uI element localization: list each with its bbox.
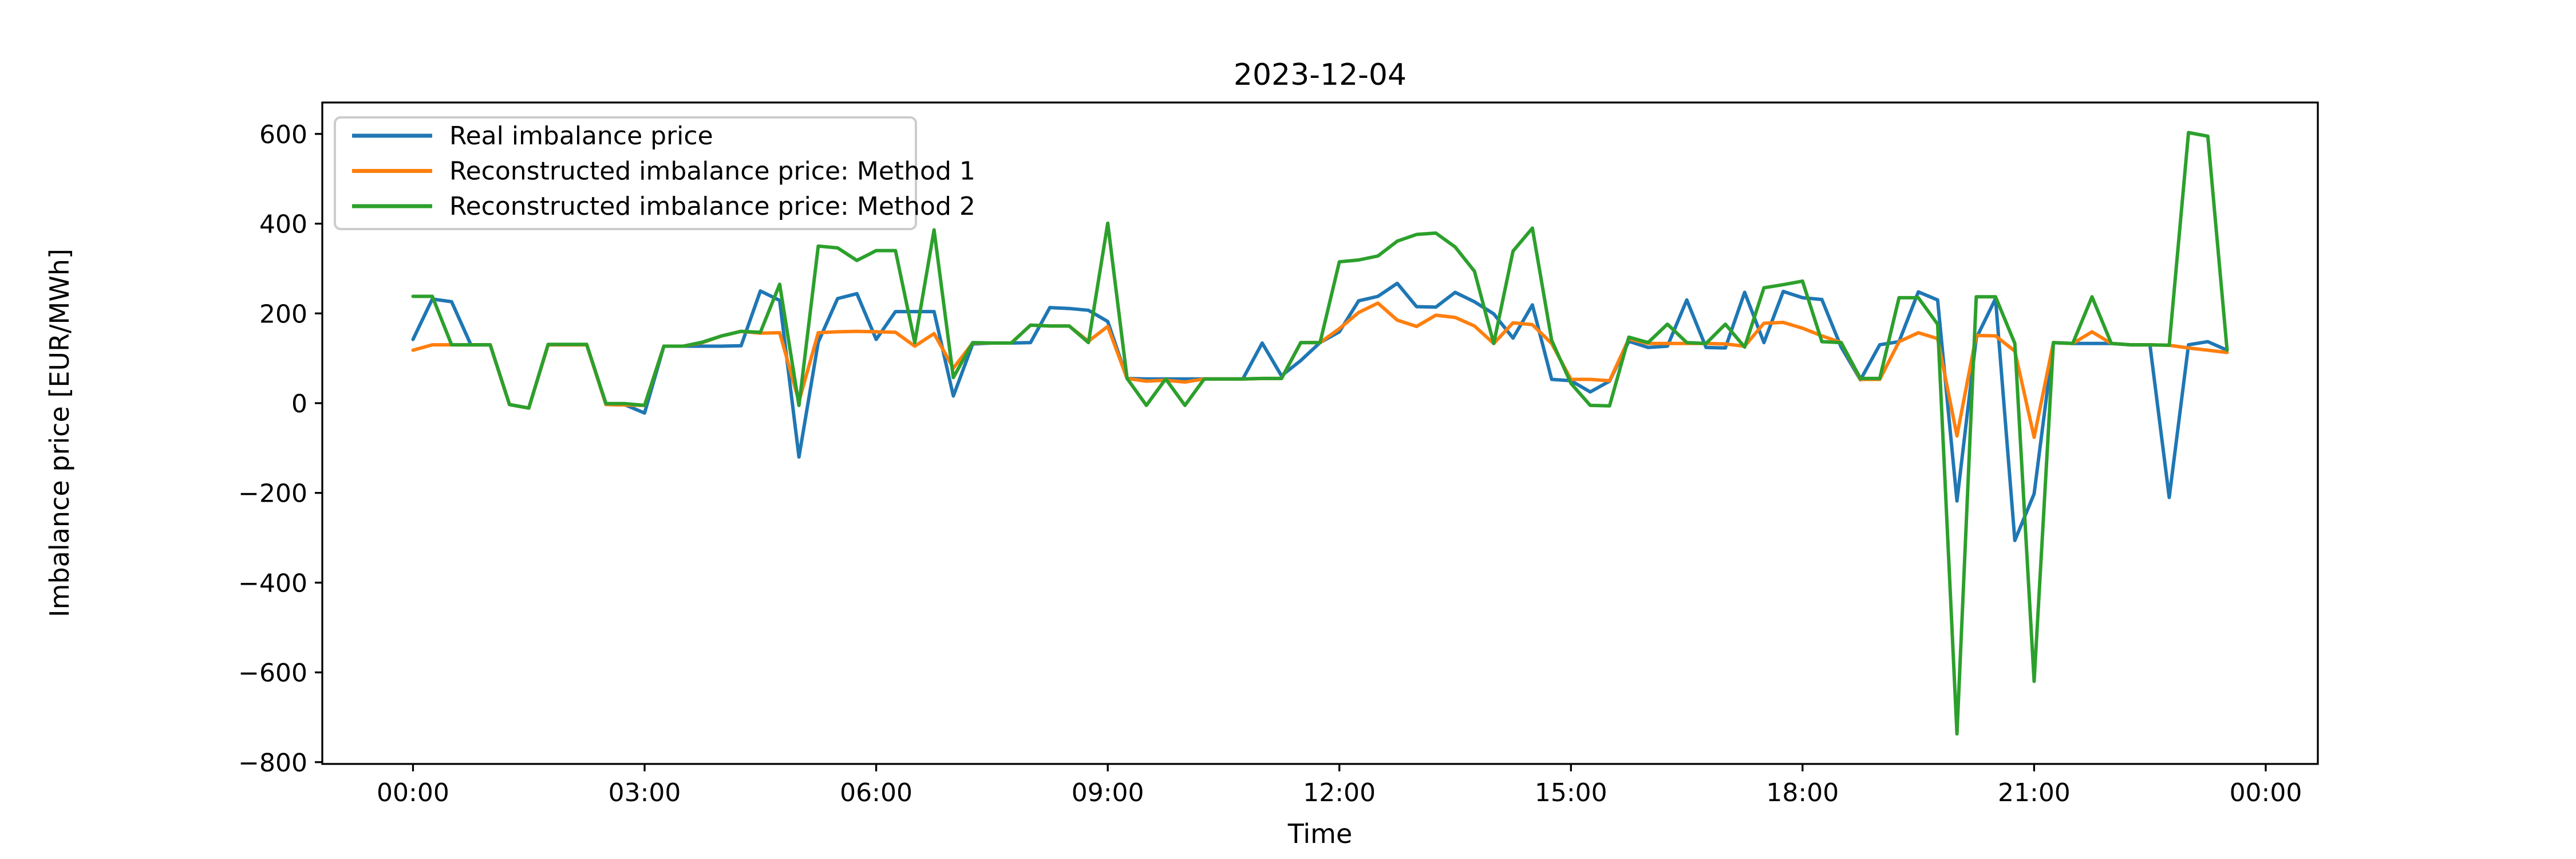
legend-box [334,116,917,230]
legend: Real imbalance price Reconstructed imbala… [334,116,975,230]
x-tick-label: 06:00 [840,778,912,807]
x-tick-label: 00:00 [2230,778,2302,807]
legend-label: Reconstructed imbalance price: Method 2 [449,192,975,221]
y-tick-label: 400 [259,210,307,239]
legend-item: Reconstructed imbalance price: Method 2 [352,192,975,221]
x-tick-label: 18:00 [1766,778,1839,807]
y-axis-label: Imbalance price [EUR/MWh] [44,249,75,617]
y-tick-label: −600 [238,659,307,688]
y-axis-ticks: 600 400 200 0 −200 −400 −600 −800 [238,120,322,778]
y-tick-label: 200 [259,300,307,329]
y-tick-label: −400 [238,569,307,598]
x-tick-label: 15:00 [1535,778,1607,807]
x-tick-label: 12:00 [1303,778,1376,807]
x-tick-label: 09:00 [1072,778,1144,807]
y-tick-label: −200 [238,479,307,509]
x-axis-label: Time [1287,818,1353,849]
legend-label: Reconstructed imbalance price: Method 1 [449,157,975,186]
x-axis-ticks: 00:00 03:00 06:00 09:00 12:00 15:00 18:00 21:00… [377,764,2302,807]
legend-item: Reconstructed imbalance price: Method 1 [352,157,975,186]
legend-label: Real imbalance price [449,121,713,151]
y-tick-label: 0 [291,389,307,419]
legend-item: Real imbalance price [352,121,713,151]
y-tick-label: −800 [238,748,307,778]
y-tick-label: 600 [259,120,307,149]
x-tick-label: 00:00 [377,778,449,807]
chart-title: 2023-12-04 [1234,58,1406,92]
x-tick-label: 03:00 [609,778,681,807]
x-tick-label: 21:00 [1998,778,2071,807]
series-line-method-2 [411,131,2229,736]
series-group [411,131,2229,736]
axes-spines [321,101,2319,765]
